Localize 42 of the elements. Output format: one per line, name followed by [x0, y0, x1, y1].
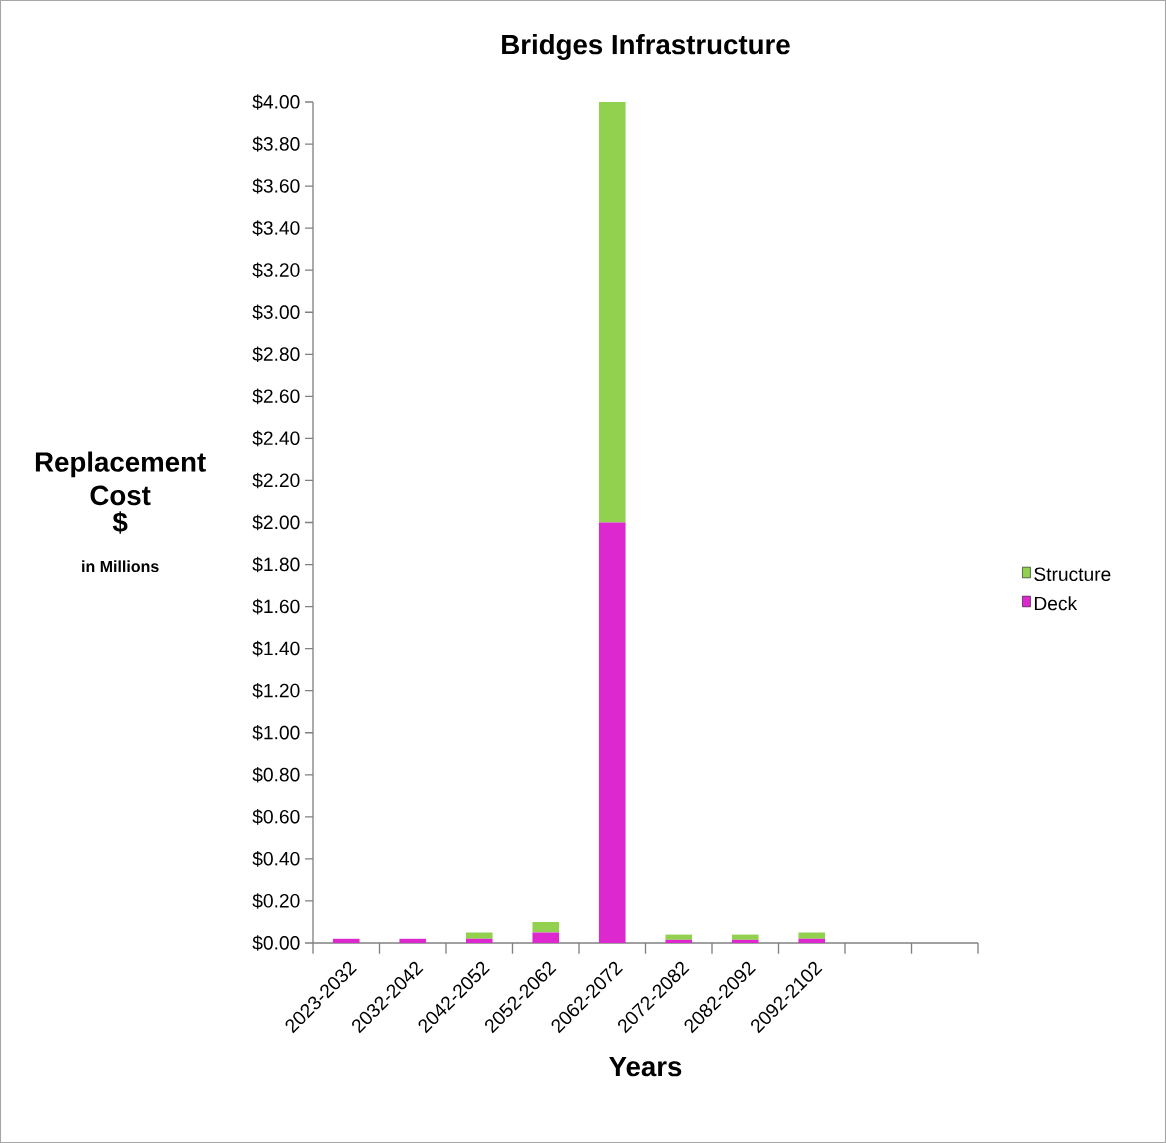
y-tick-label: $3.60: [252, 178, 300, 194]
y-tick-label: $1.00: [252, 724, 300, 741]
y-tick-label: $3.00: [252, 304, 300, 321]
bar: [798, 932, 826, 939]
legend-label: Deck: [1034, 596, 1078, 611]
y-tick-label: $2.20: [252, 472, 300, 489]
y-tick-label: $0.60: [252, 809, 300, 825]
text: $: [112, 511, 128, 534]
chart-title: Bridges Infrastructure: [502, 34, 790, 60]
bar: [532, 932, 560, 943]
y-axis-title: Replacement Cost: [35, 451, 206, 506]
y-tick-label: $2.00: [252, 514, 300, 531]
bar: [598, 522, 626, 943]
bar: [731, 939, 759, 943]
y-tick-label: $2.60: [252, 388, 300, 405]
y-tick-label: $0.20: [252, 893, 300, 909]
y-tick-label: $1.80: [252, 556, 300, 573]
bar: [465, 932, 493, 939]
y-tick-label: $2.40: [252, 430, 300, 447]
bar: [798, 938, 826, 943]
y-tick-label: $1.60: [252, 598, 300, 615]
bar: [465, 938, 493, 943]
y-tick-label: $0.80: [252, 767, 300, 783]
y-tick-label: $2.80: [252, 346, 300, 363]
bar: [598, 102, 626, 523]
bar: [731, 934, 759, 940]
y-tick-label: $3.80: [252, 136, 300, 152]
y-tick-label: $3.40: [252, 220, 300, 236]
y-tick-label: $4.00: [252, 94, 300, 110]
y-tick-label: $0.00: [252, 935, 300, 951]
y-tick-label: $1.20: [252, 682, 300, 699]
bar: [665, 939, 693, 943]
x-axis-title: Years: [609, 1057, 682, 1077]
bar: [532, 921, 560, 933]
y-tick-label: $1.40: [252, 640, 300, 657]
legend-label: Structure: [1034, 567, 1111, 582]
bar: [399, 938, 427, 943]
y-tick-label: $0.40: [252, 851, 300, 867]
bar: [332, 938, 360, 943]
y-tick-label: $3.20: [252, 262, 300, 278]
text: in Millions: [82, 560, 159, 573]
bar: [665, 934, 693, 940]
